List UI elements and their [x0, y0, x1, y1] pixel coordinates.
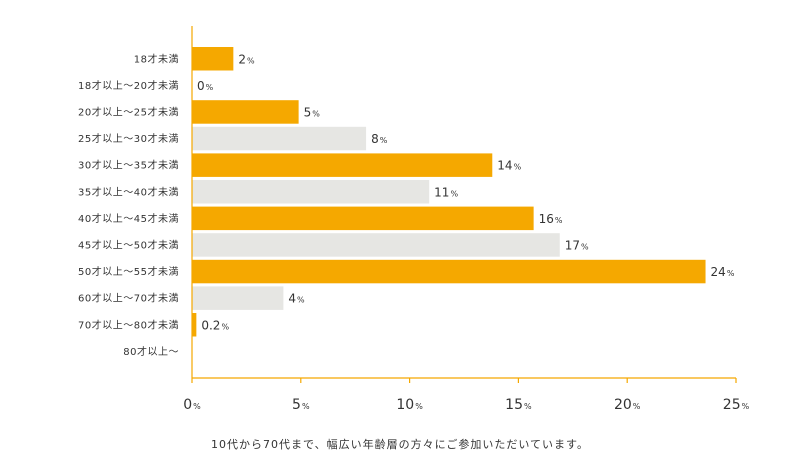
bar	[192, 259, 706, 284]
category-label: 40才以上～45才未満	[78, 212, 179, 225]
x-tick-label: 5%	[292, 397, 310, 413]
bar	[192, 153, 493, 177]
category-label: 50才以上～55才未満	[78, 265, 179, 278]
data-label: 0%	[197, 79, 214, 93]
data-label: 11%	[434, 185, 458, 199]
chart-caption: 10代から70代まで、幅広い年齢層の方々にご参加いただいています。	[211, 438, 589, 451]
bar	[192, 47, 234, 71]
data-label: 16%	[539, 212, 563, 226]
category-label: 18才以上～20才未満	[78, 79, 179, 92]
data-label: 2%	[238, 52, 255, 66]
data-label: 8%	[371, 132, 388, 146]
data-label: 14%	[497, 159, 521, 173]
bar	[192, 286, 284, 310]
bar	[192, 233, 560, 257]
bar	[192, 100, 299, 124]
category-label: 45才以上～50才未満	[78, 238, 179, 251]
category-label: 60才以上～70才未満	[78, 292, 179, 305]
data-label: 17%	[565, 238, 589, 252]
category-label: 35才以上～40才未満	[78, 185, 179, 198]
category-label: 25才以上～30才未満	[78, 132, 179, 145]
bar	[192, 180, 430, 204]
category-label: 70才以上～80才未満	[78, 318, 179, 331]
x-tick-label: 25%	[723, 397, 750, 413]
category-label: 80才以上～	[123, 345, 179, 358]
category-label: 18才未満	[134, 52, 179, 65]
data-label: 24%	[711, 265, 735, 279]
x-tick-label: 0%	[183, 397, 201, 413]
category-label: 20才以上～25才未満	[78, 105, 179, 118]
data-label: 4%	[288, 292, 305, 306]
x-tick-label: 10%	[396, 397, 423, 413]
category-label: 30才以上～35才未満	[78, 159, 179, 172]
data-label: 5%	[304, 105, 321, 119]
bar	[192, 313, 197, 337]
data-label: 0.2%	[201, 318, 229, 332]
bar	[192, 126, 367, 151]
x-tick-label: 20%	[614, 397, 641, 413]
x-tick-label: 15%	[505, 397, 532, 413]
bar	[192, 206, 534, 231]
